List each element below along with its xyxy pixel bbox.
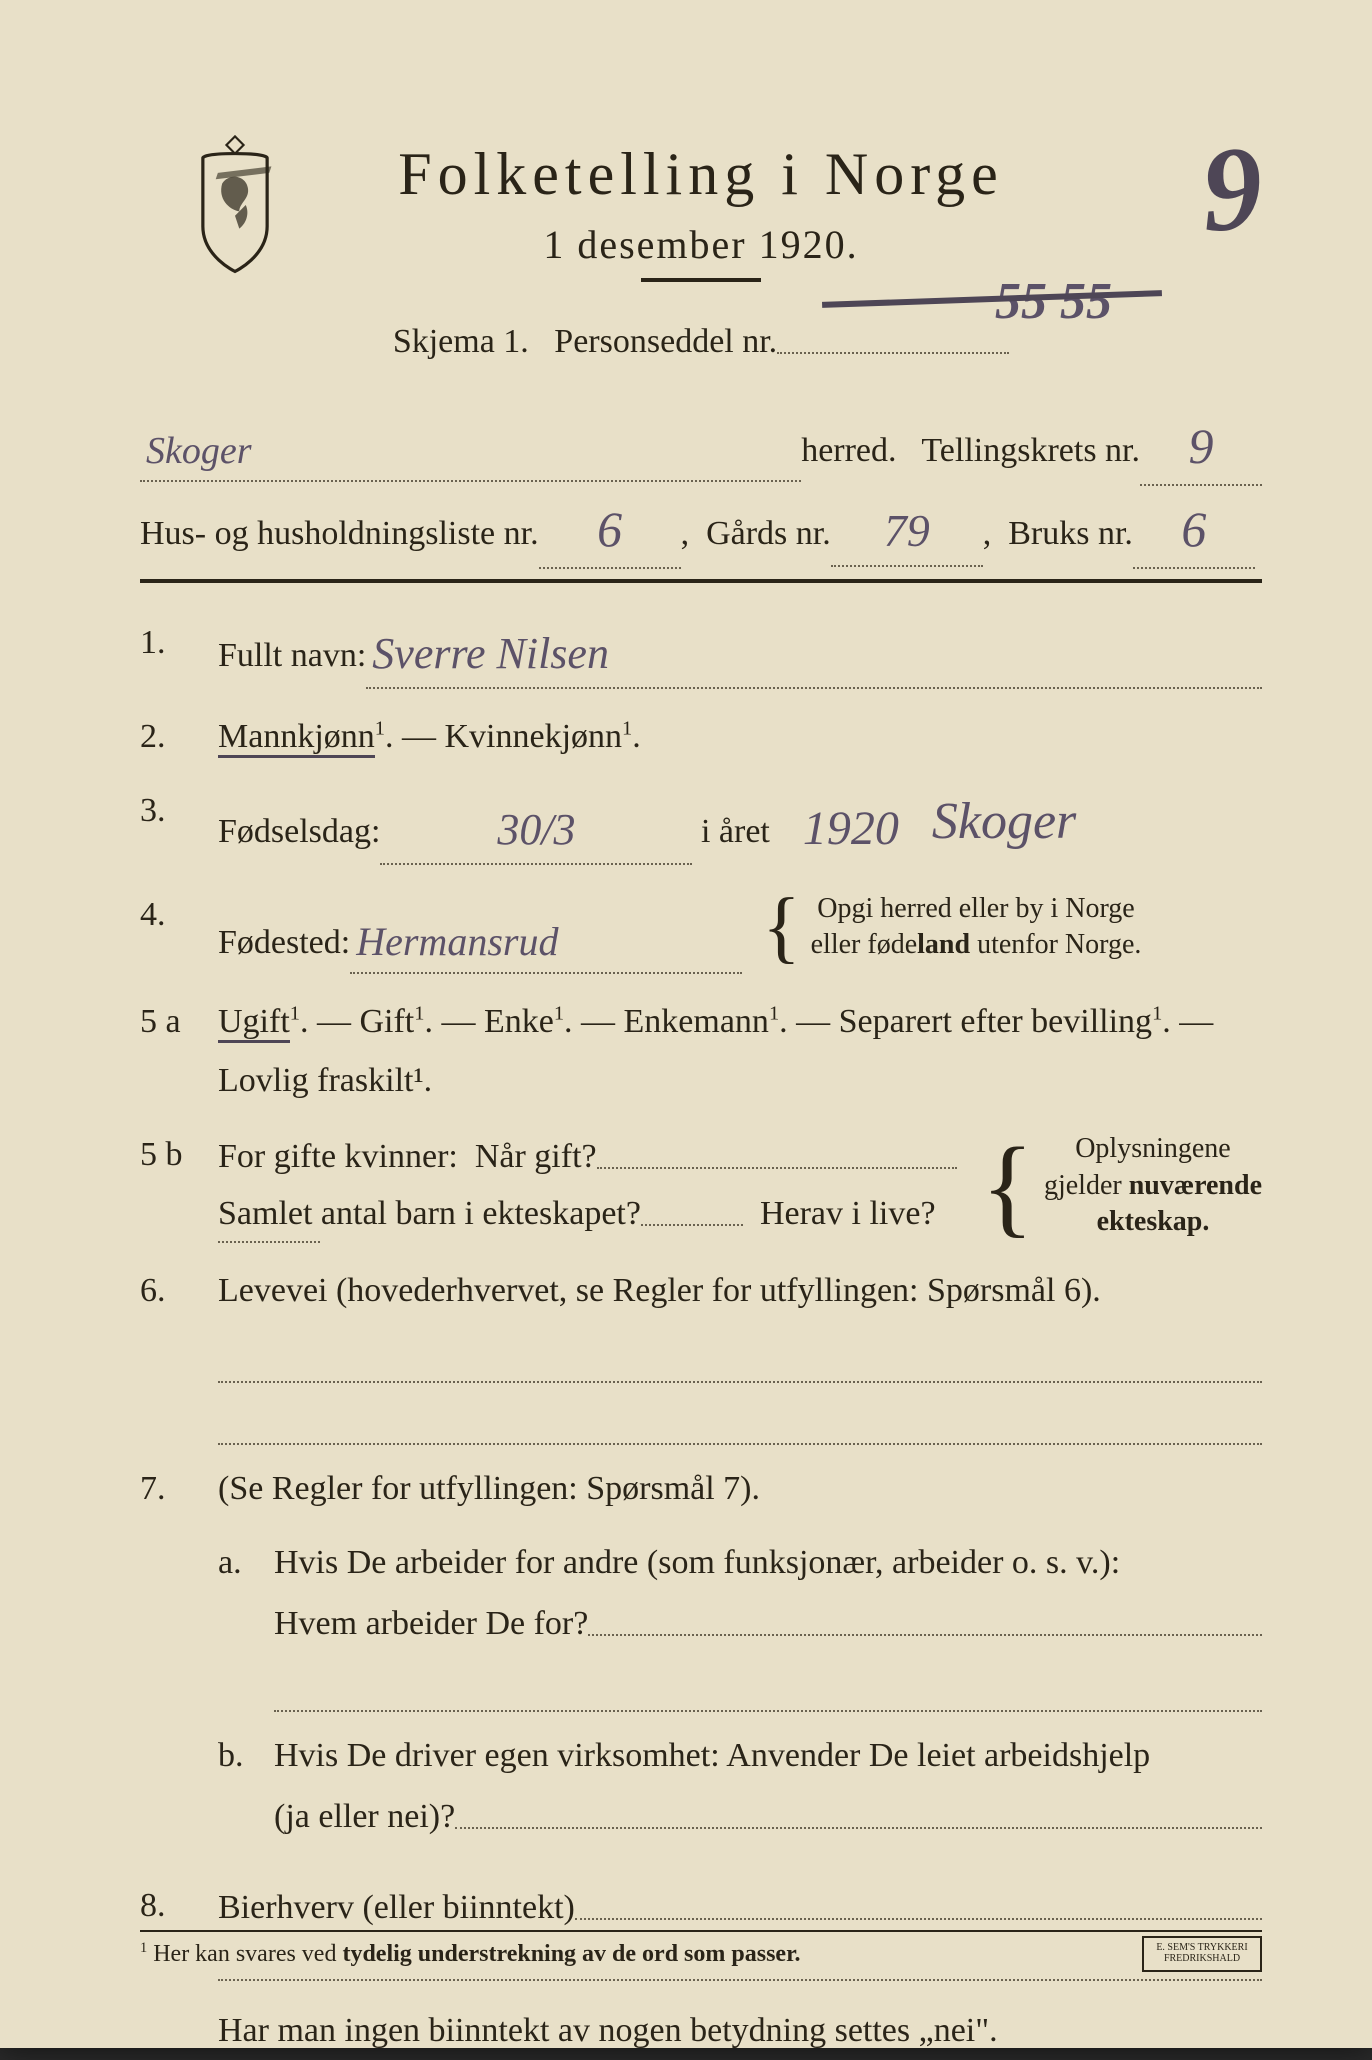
q7b-text1: Hvis De driver egen virksomhet: Anvender…: [274, 1737, 1150, 1774]
mannkjonn-option[interactable]: Mannkjønn: [218, 718, 375, 758]
q4-side-note: { Opgi herred eller by i Norge eller fød…: [762, 891, 1141, 964]
q2-num: 2.: [140, 707, 218, 767]
bruks-nr-field[interactable]: 6: [1133, 492, 1255, 569]
q5a-body: Ugift1. — Gift1. — Enke1. — Enkemann1. —…: [218, 992, 1262, 1111]
ugift-option[interactable]: Ugift: [218, 1003, 290, 1043]
footnote: 1 Her kan svares ved tydelig understrekn…: [140, 1940, 1262, 1968]
q7a-num: a.: [218, 1533, 274, 1712]
q5b: 5 b For gifte kvinner: Når gift? Samlet …: [140, 1125, 1262, 1247]
q7-text: (Se Regler for utfyllingen: Spørsmål 7).: [218, 1470, 760, 1507]
q6: 6. Levevei (hovederhvervet, se Regler fo…: [140, 1261, 1262, 1445]
q5b-num: 5 b: [140, 1125, 218, 1247]
q5b-label-b: Samlet antal barn i ekteskapet?: [218, 1188, 641, 1239]
q2-body: Mannkjønn1. — Kvinnekjønn1.: [218, 707, 1262, 767]
q4-num: 4.: [140, 885, 218, 978]
q5a: 5 a Ugift1. — Gift1. — Enke1. — Enkemann…: [140, 992, 1262, 1111]
struck-numbers: 55 55: [995, 272, 1112, 331]
skjema-label: Skjema 1. Personseddel nr.: [393, 316, 777, 367]
q2: 2. Mannkjønn1. — Kvinnekjønn1.: [140, 707, 1262, 767]
brace-icon: {: [981, 1142, 1034, 1230]
tellingskrets-nr-field[interactable]: 9: [1140, 409, 1262, 486]
q3-num: 3.: [140, 781, 218, 871]
fodselsaar-field[interactable]: 1920: [770, 793, 932, 865]
q7: 7. (Se Regler for utfyllingen: Spørsmål …: [140, 1459, 1262, 1862]
q3-label-a: Fødselsdag:: [218, 806, 380, 857]
title-rule: [641, 278, 761, 282]
main-rule: [140, 579, 1262, 583]
q5b-label-c: Herav i live?: [760, 1188, 936, 1239]
q7a-text1: Hvis De arbeider for andre (som funksjon…: [274, 1544, 1120, 1581]
herred-label: herred. Tellingskrets nr.: [801, 425, 1140, 476]
fullt-navn-field[interactable]: Sverre Nilsen: [366, 621, 1262, 689]
printer-stamp: E. SEM'S TRYKKERI FREDRIKSHALD: [1142, 1936, 1262, 1972]
antal-barn-field[interactable]: [641, 1224, 743, 1226]
leiet-hjelp-field[interactable]: [455, 1827, 1262, 1829]
q7b-num: b.: [218, 1726, 274, 1849]
hus-label-a: Hus- og husholdningsliste nr.: [140, 508, 539, 559]
census-form-page: Folketelling i Norge 1 desember 1920. 9 …: [0, 0, 1372, 2048]
q1: 1. Fullt navn: Sverre Nilsen: [140, 613, 1262, 693]
q6-num: 6.: [140, 1261, 218, 1445]
brace-icon: {: [762, 895, 800, 959]
fodested-field[interactable]: Hermansrud: [350, 912, 742, 974]
tail-note: Har man ingen biinntekt av nogen betydni…: [140, 2001, 1262, 2060]
handwritten-corner-number: 9: [1197, 118, 1266, 260]
q5a-num: 5 a: [140, 992, 218, 1111]
q6-field-1[interactable]: [218, 1326, 1262, 1382]
header: Folketelling i Norge 1 desember 1920. 9 …: [140, 140, 1262, 367]
hus-label-c: , Bruks nr.: [983, 508, 1133, 559]
bierhverv-field[interactable]: [575, 1918, 1262, 1920]
q5b-side-note: { Oplysningene gjelder nuværende ekteska…: [981, 1131, 1262, 1240]
q3-label-b: i året: [701, 806, 770, 857]
q7a-text2: Hvem arbeider De for?: [274, 1598, 588, 1649]
footer: 1 Her kan svares ved tydelig understrekn…: [140, 1922, 1262, 1968]
question-list: 1. Fullt navn: Sverre Nilsen 2. Mannkjøn…: [140, 613, 1262, 2060]
hus-label-b: , Gårds nr.: [681, 508, 831, 559]
footer-rule: [140, 1930, 1262, 1932]
q6-text: Levevei (hovederhvervet, se Regler for u…: [218, 1272, 1101, 1309]
husliste-nr-field[interactable]: 6: [539, 492, 681, 569]
naar-gift-field[interactable]: [597, 1167, 958, 1169]
q3: 3. Fødselsdag: 30/3 i året 1920 Skoger: [140, 781, 1262, 871]
q1-label: Fullt navn:: [218, 630, 366, 681]
q4-label: Fødested:: [218, 917, 350, 968]
q1-num: 1.: [140, 613, 218, 693]
q7b-text2: (ja eller nei)?: [274, 1791, 455, 1842]
fodselsdag-field[interactable]: 30/3: [380, 797, 692, 865]
q6-field-2[interactable]: [218, 1389, 1262, 1445]
herred-field[interactable]: Skoger: [140, 423, 801, 482]
page-title: Folketelling i Norge: [140, 140, 1262, 209]
arbeider-for-field[interactable]: [588, 1634, 1262, 1636]
line-hus: Hus- og husholdningsliste nr. 6 , Gårds …: [140, 490, 1262, 567]
q5b-label-a: For gifte kvinner: Når gift?: [218, 1131, 597, 1182]
herav-live-field[interactable]: [218, 1241, 320, 1243]
coat-of-arms-icon: [180, 130, 290, 280]
q4: 4. Fødested: Hermansrud { Opgi herred el…: [140, 885, 1262, 978]
line-herred: Skoger herred. Tellingskrets nr. 9: [140, 407, 1262, 484]
tail-text: Har man ingen biinntekt av nogen betydni…: [218, 2001, 1262, 2060]
personseddel-nr-field[interactable]: [777, 352, 1009, 354]
page-subtitle: 1 desember 1920.: [140, 221, 1262, 268]
gards-nr-field[interactable]: 79: [831, 496, 983, 567]
q7a-field-2[interactable]: [274, 1655, 1262, 1711]
q3-side-handwriting: Skoger: [932, 783, 1076, 861]
q7-num: 7.: [140, 1459, 218, 1862]
